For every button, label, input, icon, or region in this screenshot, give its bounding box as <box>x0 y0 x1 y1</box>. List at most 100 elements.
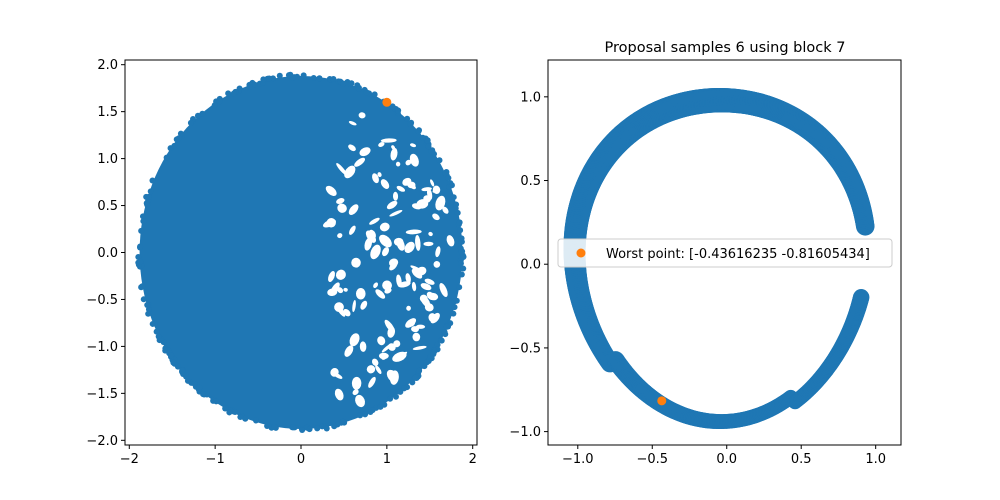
sparse-gap <box>326 218 336 228</box>
sparse-gap <box>380 138 397 143</box>
sample-point <box>177 130 184 137</box>
right-plot-ticks: −1.0 −0.5 0.0 0.5 1.0 −1.0 −0.5 0.0 0.5 1.0 <box>509 90 886 467</box>
sample-point <box>232 408 239 415</box>
sample-point <box>424 138 431 145</box>
y-tick-label: 1.5 <box>97 105 118 120</box>
legend: Worst point: [-0.43616235 -0.81605434] <box>557 238 893 268</box>
sparse-gap <box>432 213 440 221</box>
sparse-gap <box>428 231 433 237</box>
sample-point <box>423 359 430 366</box>
sample-point <box>290 424 297 431</box>
sparse-gap <box>393 237 404 246</box>
sparse-gap <box>419 294 428 303</box>
sample-point <box>419 134 426 141</box>
sparse-gap <box>372 173 379 184</box>
y-tick-label: 0.5 <box>520 174 541 189</box>
sparse-gap <box>351 257 361 268</box>
sample-point <box>144 201 151 208</box>
sparse-gap <box>426 188 433 200</box>
sample-point <box>242 415 249 422</box>
sparse-gap <box>337 287 344 294</box>
sample-point <box>316 75 323 82</box>
sample-point <box>428 148 435 155</box>
sample-point <box>363 89 370 96</box>
sample-point <box>200 391 207 398</box>
sparse-gap <box>382 247 390 257</box>
sparse-gap <box>411 326 419 333</box>
sparse-gap <box>381 355 387 360</box>
sparse-gap <box>411 268 423 279</box>
sparse-gap <box>420 283 432 291</box>
ring-sample <box>852 289 870 306</box>
sample-point <box>456 219 463 226</box>
sparse-gap <box>328 271 335 282</box>
y-tick-label: −2.0 <box>86 434 118 449</box>
sample-point <box>144 302 151 309</box>
sparse-gap <box>349 333 360 347</box>
sample-point <box>357 412 364 419</box>
sample-point <box>367 409 374 416</box>
sparse-gap <box>382 280 392 291</box>
sample-point <box>170 359 177 366</box>
sparse-gap <box>344 345 354 357</box>
sparse-gap <box>336 163 348 176</box>
sparse-gap <box>352 389 359 396</box>
y-tick-label: 1.0 <box>97 152 118 167</box>
sample-point <box>458 271 465 278</box>
y-tick-label: 0.0 <box>97 246 118 261</box>
sample-point <box>194 112 201 119</box>
sample-point <box>436 157 443 164</box>
sample-point <box>371 91 378 98</box>
right-plot-frame <box>547 59 902 446</box>
legend-label: Worst point: [-0.43616235 -0.81605434] <box>606 247 870 262</box>
sparse-gap <box>446 235 455 247</box>
sparse-gap <box>348 144 356 152</box>
sample-point <box>171 142 178 149</box>
sample-point <box>404 115 411 122</box>
sample-point <box>415 128 422 135</box>
y-tick-label: 1.0 <box>520 90 541 105</box>
sparse-gap <box>334 388 344 401</box>
sample-point <box>348 80 355 87</box>
sparse-gap <box>386 200 398 210</box>
sample-point <box>331 423 338 430</box>
legend-marker <box>576 248 586 258</box>
sparse-gap <box>404 241 415 254</box>
sparse-gap <box>384 319 395 333</box>
sample-point <box>225 90 232 97</box>
sparse-gap <box>359 341 367 352</box>
sparse-gap <box>411 281 417 292</box>
sample-point <box>409 379 416 386</box>
sample-point <box>266 75 273 82</box>
sparse-gap <box>369 217 380 225</box>
sparse-gap <box>392 191 399 201</box>
sparse-gap <box>355 394 366 408</box>
sample-point <box>216 98 223 105</box>
sparse-gap <box>358 112 366 119</box>
sample-point <box>387 395 394 402</box>
sparse-gap <box>370 244 381 260</box>
sparse-gap <box>423 241 434 247</box>
left-scatter-plot: −2 −1 0 1 2 −2.0 −1.5 −1.0 −0.5 0.0 0.5 1.0 1.5 2.0 <box>86 58 478 467</box>
sample-point <box>287 71 294 78</box>
sparse-gap <box>424 303 434 312</box>
sparse-gap <box>439 282 448 297</box>
sparse-gap <box>348 204 359 215</box>
sparse-gap <box>373 282 379 289</box>
sample-point <box>299 427 306 434</box>
sample-point <box>230 90 237 97</box>
sparse-gap <box>377 336 386 346</box>
sparse-gap <box>405 159 412 166</box>
sample-point <box>425 143 432 150</box>
sample-point <box>389 103 396 110</box>
sample-point <box>457 260 464 267</box>
sparse-gap <box>349 225 356 235</box>
sparse-gap <box>405 229 422 235</box>
y-tick-label: −1.5 <box>86 387 118 402</box>
sparse-gap <box>366 365 376 374</box>
legend-box <box>557 238 893 268</box>
x-tick-label: −1 <box>206 452 225 467</box>
sparse-gap <box>389 370 399 385</box>
sparse-gap <box>360 300 368 310</box>
sample-point <box>330 75 337 82</box>
